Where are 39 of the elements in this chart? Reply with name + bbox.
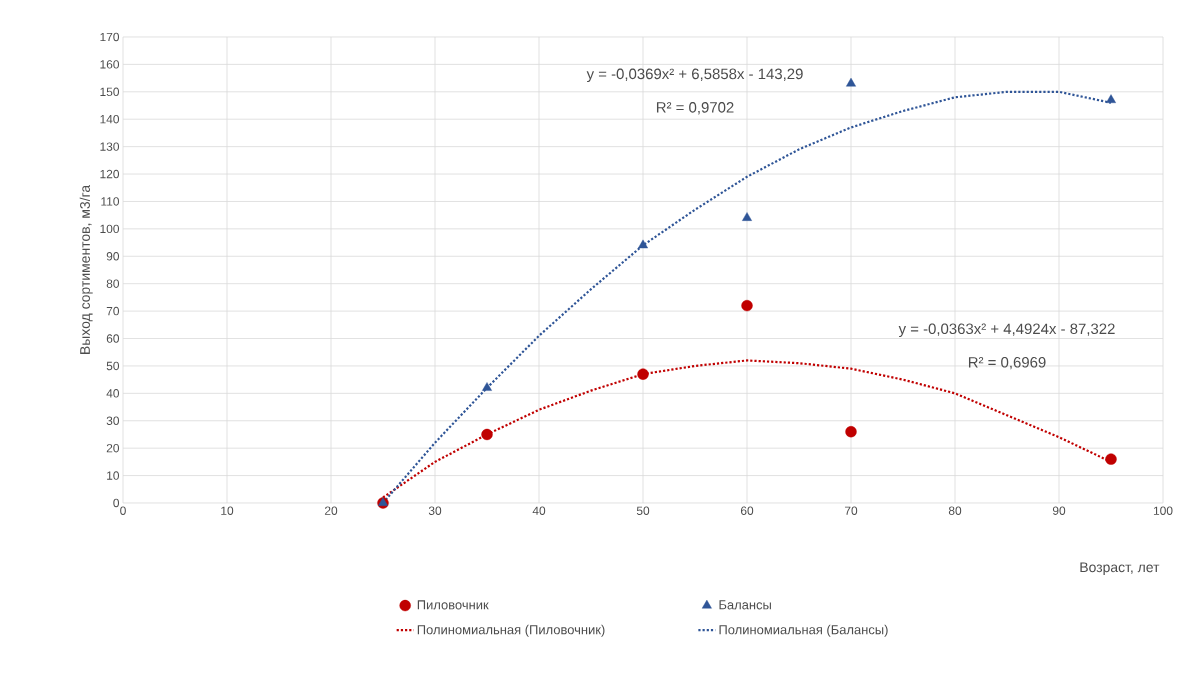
y-axis-title: Выход сортиментов, м3/га — [79, 184, 93, 354]
y-tick-label: 40 — [106, 389, 120, 398]
annotation: y = -0,0369x² + 6,5858x - 143,29 — [586, 68, 803, 83]
y-tick-label: 60 — [106, 334, 120, 343]
legend-label: Полиномиальная (Пиловочник) — [417, 624, 605, 637]
y-tick-label: 100 — [100, 224, 120, 234]
x-tick-label: 20 — [324, 506, 338, 515]
annotation: R² = 0,6969 — [968, 357, 1046, 370]
y-tick-label: 80 — [106, 279, 120, 288]
x-tick-label: 80 — [948, 506, 962, 515]
legend-label: Пиловочник — [417, 600, 489, 610]
y-tick-label: 90 — [106, 252, 120, 261]
y-tick-label: 140 — [100, 114, 120, 124]
y-tick-label: 50 — [106, 361, 120, 371]
y-tick-label: 150 — [100, 87, 120, 97]
y-tick-label: 110 — [101, 197, 120, 206]
x-tick-label: 100 — [1153, 506, 1173, 515]
y-tick-label: 10 — [107, 471, 120, 480]
x-tick-label: 70 — [844, 506, 858, 515]
legend-label: Полиномиальная (Балансы) — [719, 624, 888, 637]
y-tick-label: 20 — [106, 443, 120, 453]
annotation: R² = 0,9702 — [656, 102, 734, 115]
x-tick-label: 50 — [636, 506, 650, 515]
x-tick-label: 30 — [428, 506, 442, 515]
annotation: y = -0,0363x² + 4,4924x - 87,322 — [898, 323, 1115, 338]
x-axis-title: Возраст, лет — [1080, 562, 1160, 575]
x-tick-label: 0 — [120, 506, 126, 515]
y-tick-label: 160 — [100, 60, 120, 69]
x-tick-label: 90 — [1052, 506, 1066, 515]
y-tick-label: 70 — [106, 306, 120, 316]
x-tick-label: 10 — [221, 506, 234, 515]
y-tick-label: 0 — [113, 498, 120, 508]
y-tick-label: 130 — [100, 142, 120, 151]
y-tick-label: 30 — [106, 416, 120, 425]
x-tick-label: 40 — [532, 506, 546, 515]
legend-label: Балансы — [719, 600, 771, 610]
x-tick-label: 60 — [740, 506, 754, 515]
y-tick-label: 120 — [100, 169, 120, 179]
y-tick-label: 170 — [100, 32, 120, 42]
